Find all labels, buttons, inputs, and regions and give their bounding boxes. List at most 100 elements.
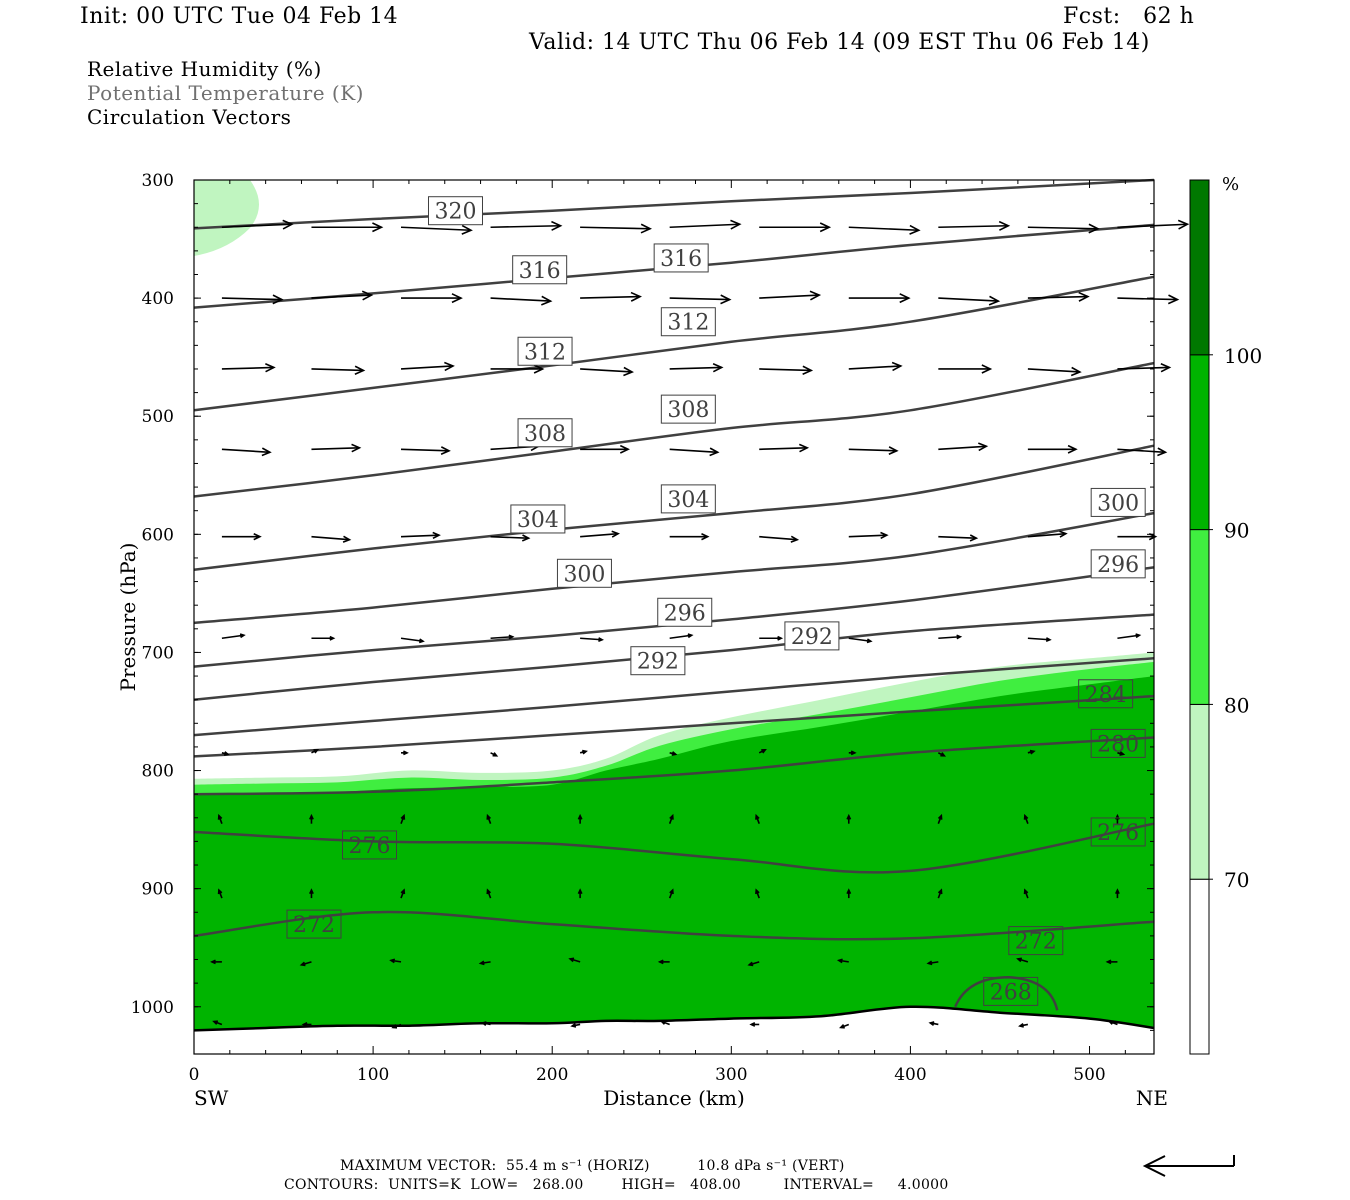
vector-head bbox=[444, 361, 455, 372]
vector-head bbox=[217, 888, 223, 895]
contour-label-box bbox=[630, 646, 686, 676]
vector-head bbox=[272, 294, 284, 305]
vector-shaft bbox=[580, 295, 641, 299]
vector-shaft bbox=[221, 634, 245, 640]
vector-head bbox=[1167, 294, 1180, 305]
vector-shaft bbox=[400, 637, 424, 643]
contour-label-text: 304 bbox=[667, 488, 709, 513]
vector-shaft bbox=[759, 535, 798, 541]
vector-head bbox=[1160, 362, 1172, 373]
vector-head bbox=[1115, 888, 1120, 895]
vector-head bbox=[210, 959, 216, 965]
vector-head bbox=[577, 813, 583, 820]
vector-head bbox=[978, 442, 989, 452]
vector-arrow bbox=[389, 958, 402, 964]
vector-arrow bbox=[311, 365, 366, 375]
vector-arrow bbox=[490, 634, 515, 640]
vector-head bbox=[521, 534, 531, 542]
vector-arrow bbox=[490, 752, 499, 757]
contour-label-box bbox=[660, 307, 716, 337]
vector-head bbox=[777, 635, 784, 641]
rh-region-upper-left bbox=[194, 180, 259, 256]
contour-label-text: 316 bbox=[660, 247, 702, 272]
sw-end-label: SW bbox=[194, 1086, 229, 1110]
contour-label-text: 296 bbox=[1097, 553, 1139, 578]
vector-arrow bbox=[568, 957, 581, 963]
contour-label-304: 304 bbox=[510, 504, 566, 534]
vector-arrow bbox=[579, 749, 588, 755]
vector-head bbox=[400, 888, 406, 895]
vector-arrow bbox=[938, 364, 993, 374]
vector-arrow bbox=[580, 366, 634, 377]
vector-head bbox=[403, 750, 409, 756]
vector-head bbox=[342, 535, 352, 543]
contour-labels: 320 316 316 312 312 308 308 304 304 300 300 296 296 2… bbox=[286, 196, 1146, 1006]
vector-shaft bbox=[669, 366, 722, 370]
colorbar-tick-label: 80 bbox=[1224, 693, 1249, 717]
vector-arrow bbox=[759, 635, 784, 641]
contour-label-text: 272 bbox=[293, 913, 335, 938]
y-tick-label: 900 bbox=[142, 880, 174, 900]
vector-shaft bbox=[938, 224, 1009, 229]
vector-arrow bbox=[938, 534, 979, 542]
vector-arrow bbox=[1115, 888, 1120, 899]
vector-shaft bbox=[311, 446, 360, 451]
x-tick-label: 300 bbox=[715, 1065, 747, 1085]
contour-label-text: 320 bbox=[434, 200, 476, 225]
contour-label-296: 296 bbox=[1090, 549, 1146, 579]
vector-head bbox=[640, 223, 652, 234]
vector-head bbox=[701, 533, 710, 541]
vector-arrow bbox=[1027, 749, 1036, 755]
vector-head bbox=[478, 960, 485, 966]
vector-head bbox=[623, 366, 634, 377]
x-tick-label: 0 bbox=[189, 1065, 200, 1085]
vector-head bbox=[582, 749, 588, 755]
vector-head bbox=[709, 447, 720, 457]
contour-label-text: 276 bbox=[349, 834, 391, 859]
vector-head bbox=[1135, 633, 1142, 639]
vector-head bbox=[239, 633, 246, 639]
contour-label-276: 276 bbox=[342, 830, 398, 860]
vector-head bbox=[981, 364, 993, 374]
vector-arrow bbox=[400, 446, 451, 455]
vector-head bbox=[819, 222, 832, 233]
vector-arrow bbox=[221, 633, 246, 640]
vector-arrow bbox=[1107, 1020, 1118, 1026]
vector-head bbox=[1119, 751, 1126, 756]
vector-arrow bbox=[580, 637, 604, 642]
vector-arrow bbox=[759, 443, 810, 453]
theta-contour-276 bbox=[193, 822, 1155, 874]
vector-arrow bbox=[1027, 291, 1090, 302]
vector-head bbox=[351, 443, 362, 453]
theta-contour-300 bbox=[193, 511, 1155, 625]
vector-arrow bbox=[490, 220, 563, 231]
legend-potential-temperature: Potential Temperature (K) bbox=[87, 81, 364, 105]
vector-arrow bbox=[848, 446, 899, 455]
vector-arrow bbox=[848, 637, 873, 644]
vector-shaft bbox=[580, 532, 619, 538]
vector-shaft bbox=[400, 365, 454, 370]
vector-arrow bbox=[758, 748, 767, 754]
vector-arrow bbox=[401, 750, 409, 756]
vector-head bbox=[1016, 957, 1022, 963]
contour-label-box bbox=[1078, 679, 1134, 709]
vector-arrow bbox=[755, 888, 760, 899]
vector-arrow bbox=[836, 958, 849, 964]
vector-arrow bbox=[490, 364, 545, 374]
vector-head bbox=[926, 960, 933, 966]
vector-arrow bbox=[1117, 294, 1180, 305]
vector-head bbox=[217, 813, 223, 820]
contour-label-text: 300 bbox=[563, 562, 605, 587]
vector-head bbox=[451, 293, 463, 304]
contour-label-box bbox=[983, 976, 1039, 1006]
circulation-vectors bbox=[210, 219, 1190, 1029]
vector-arrow bbox=[848, 531, 889, 540]
contour-label-text: 292 bbox=[791, 625, 833, 650]
vector-arrow bbox=[759, 290, 822, 301]
vector-head bbox=[761, 748, 767, 754]
vector-arrow bbox=[937, 813, 943, 824]
vector-arrow bbox=[668, 888, 674, 899]
vector-head bbox=[998, 220, 1011, 231]
vector-arrow bbox=[1117, 633, 1142, 640]
contour-label-text: 308 bbox=[524, 422, 566, 447]
